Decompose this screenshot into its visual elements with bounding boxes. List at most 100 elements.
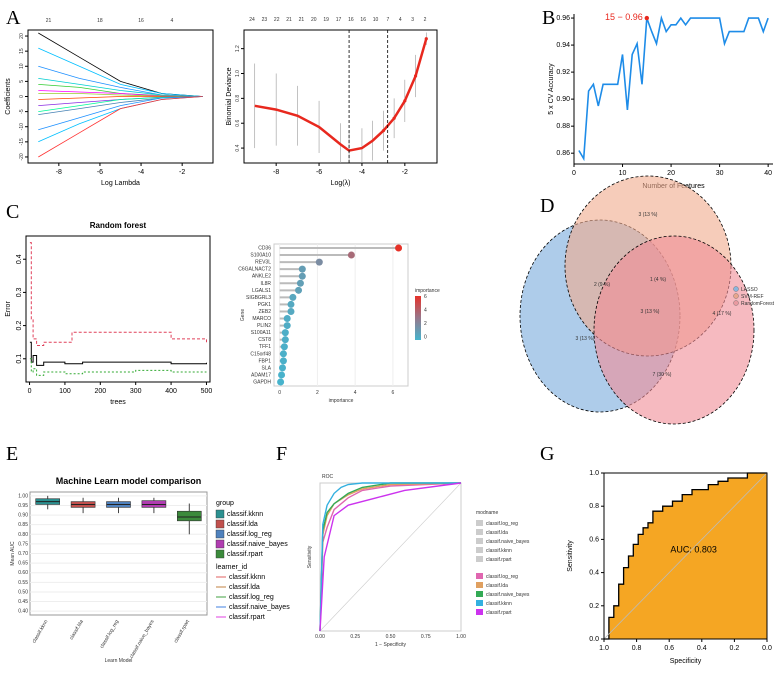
venn-rf-circle [593,235,755,425]
roc-curve-line [604,472,767,640]
best-feature-annotation: 15 − 0.96 [605,12,643,22]
top-count-label: 23 [262,17,268,23]
lasso-deviance-plot: -8 -6 -4 -20.40.60.81.01.224 23 22 21 21 20 19 17 1… [226,17,438,187]
legend-label: classif.log_reg [486,521,518,527]
y-tick-label: 0.8 [235,95,241,102]
x-tick-label: -6 [97,169,103,176]
legend-swatch [476,520,483,526]
legend-label: classif.rpart [227,551,263,558]
x-tick-label: -2 [402,169,408,176]
y-tick-label: 0.6 [235,120,241,127]
importance-dot [277,378,285,386]
importance-dot [289,293,297,301]
gene-label: MARCO [252,316,271,322]
legend-label: classif.lda [229,584,260,591]
panel-letter-f: F [276,443,287,465]
legend-swatch [476,547,483,553]
x-tick-label: 30 [716,170,724,177]
importance-dot [296,279,304,287]
legend-swatch [733,293,739,299]
y-tick-label: 0.70 [18,551,28,557]
importance-dot [278,364,286,372]
roc-curve-line [319,482,462,632]
x-tick-label: 0 [572,170,576,177]
legend-swatch [733,300,739,306]
coefficient-path-line [38,96,203,131]
top-count-label: 20 [311,17,317,23]
importance-colorbar [415,296,421,340]
legend-label: classif.rpart [486,610,512,616]
top-count-label: 7 [387,17,390,23]
lasso-coefficient-plot: -8 -6 -4 -2 -20 -15 -10 -5 0 5 10 15 20 21 18 16 4 Log La… [5,18,214,187]
y-tick-label: 15 [19,48,25,54]
panel-letter-d: D [540,195,554,217]
x-tick-label: 0.2 [730,645,740,652]
y-tick-label: 0.80 [18,532,28,538]
legend-swatch [476,573,483,579]
x-tick-label: 20 [667,170,675,177]
x-axis-label: trees [110,399,126,406]
gene-label: CST8 [258,337,271,343]
x-tick-label: 0.75 [421,634,431,640]
x-tick-label: 0 [278,390,281,396]
x-tick-label: 10 [619,170,627,177]
importance-dot [287,307,295,315]
gene-label: C6GALNACT2 [238,267,271,273]
top-count-label: 10 [373,17,379,23]
roc-curve-line [319,482,462,632]
x-tick-label: 4 [354,390,357,396]
gene-label: IL8R [260,281,271,287]
x-tick-label: classif.kknn [31,619,49,645]
y-tick-label: 0.96 [556,15,570,22]
diagonal-line [603,472,768,640]
x-tick-label: 400 [165,388,177,395]
legend-label: classif.naive_bayes [486,592,530,598]
y-tick-label: 0.45 [18,599,28,605]
legend-swatch [215,549,225,559]
importance-dot [283,315,291,323]
importance-dot [287,300,295,308]
y-tick-label: 0.92 [556,69,570,76]
x-axis-label: Specificity [670,658,702,665]
plot-title: ROC [322,474,334,480]
y-tick-label: 0.90 [18,513,28,519]
legend-tick-label: 2 [424,321,427,327]
y-tick-label: 20 [19,33,25,39]
top-count-label: 16 [348,17,354,23]
top-count-label: 21 [286,17,292,23]
y-axis-label: 5 x CV Accuracy [548,63,555,115]
x-tick-label: -4 [138,169,144,176]
deviance-point [392,116,396,120]
y-tick-label: 1.00 [18,493,28,499]
top-count-label: 19 [323,17,329,23]
y-tick-label: 1.0 [235,70,241,77]
y-tick-label: -10 [19,123,25,130]
panel-letter-c: C [6,201,19,223]
gene-label: ADAM17 [251,372,271,378]
legend-title: group [216,500,234,507]
top-count-label: 17 [336,17,342,23]
importance-dot [281,329,289,337]
y-tick-label: 0.88 [556,123,570,130]
y-tick-label: 0.85 [18,522,28,528]
legend-tick-label: 4 [424,308,427,314]
y-tick-label: 0.55 [18,580,28,586]
legend-label: classif.lda [227,521,258,528]
svm-rfe-accuracy-plot: 15 − 0.96 0 10 20 30 40 0.86 0.88 0.90 0.92 0.94 0.… [548,12,773,190]
y-tick-label: 0.94 [556,42,570,49]
y-axis-label: Binomial Deviance [226,67,233,125]
x-tick-label: 0.50 [386,634,396,640]
importance-dot [279,350,287,358]
plot-title: Random forest [90,221,147,230]
x-tick-label: 0.8 [632,645,642,652]
legend-label: classif.rpart [486,557,512,563]
legend-label: classif.log_reg [229,594,274,601]
y-tick-label: 0.86 [556,150,570,157]
legend-label: classif.lda [486,583,508,589]
x-tick-label: -2 [179,169,185,176]
plot-frame [25,235,211,383]
y-axis-label: Coefficients [5,78,12,115]
y-axis-label: Error [5,301,12,317]
y-tick-label: 0.4 [235,144,241,151]
